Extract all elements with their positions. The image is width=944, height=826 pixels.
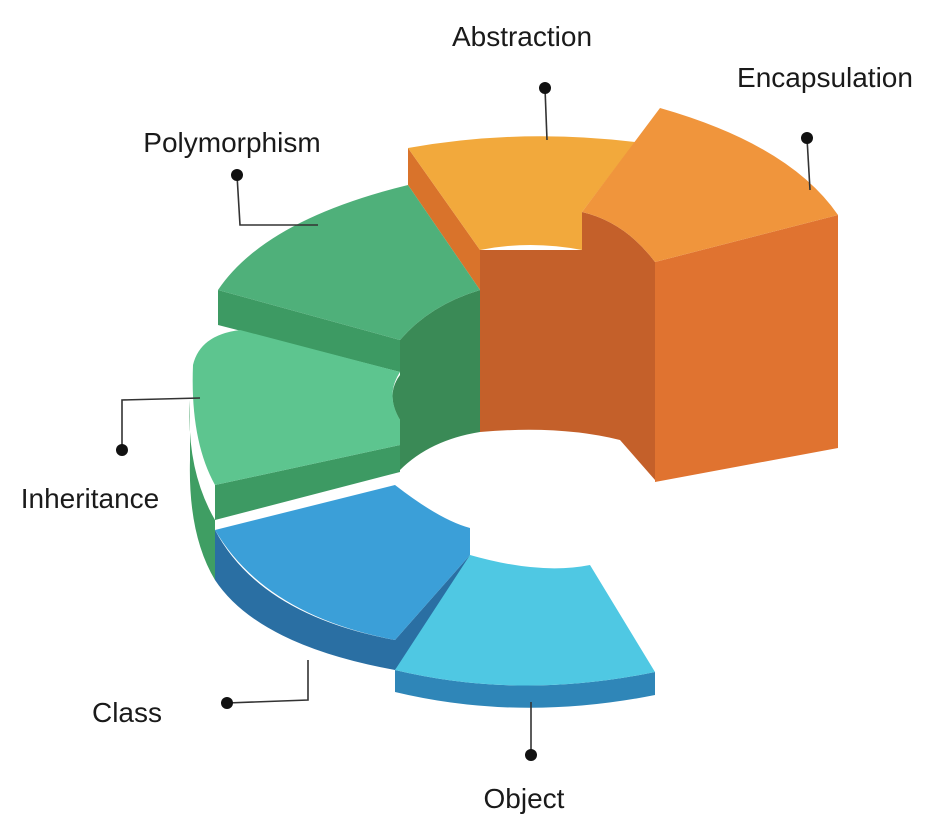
class-outer-side	[215, 530, 395, 670]
inheritance-outer-side	[189, 400, 215, 580]
inheritance-top	[192, 330, 400, 485]
orange-inner-wall	[480, 212, 655, 480]
class-dot	[221, 697, 233, 709]
inheritance-front-side	[215, 445, 400, 520]
encapsulation-top	[582, 108, 838, 262]
object-outer-side	[395, 670, 655, 708]
green-inner-wall	[392, 290, 480, 470]
inheritance-label: Inheritance	[21, 483, 160, 514]
encapsulation-label: Encapsulation	[737, 62, 913, 93]
polymorphism-top	[218, 185, 480, 340]
polymorphism-dot	[231, 169, 243, 181]
object-dot	[525, 749, 537, 761]
object-label: Object	[484, 783, 565, 814]
top-faces	[192, 108, 838, 686]
abstraction-left-side	[408, 148, 480, 290]
abstraction-leader	[544, 87, 548, 141]
class-top	[215, 485, 470, 640]
inheritance-leader	[121, 397, 201, 450]
polymorphism-outer-side	[218, 290, 400, 372]
abstraction-label: Abstraction	[452, 21, 592, 52]
polymorphism-label: Polymorphism	[143, 127, 320, 158]
labels: Abstraction Encapsulation Polymorphism I…	[21, 21, 913, 814]
inheritance-dot	[116, 444, 128, 456]
class-label: Class	[92, 697, 162, 728]
encapsulation-dot	[801, 132, 813, 144]
class-leader	[226, 660, 309, 704]
abstraction-top	[408, 136, 635, 250]
extrusion-faces	[189, 148, 838, 708]
polymorphism-leader	[236, 174, 318, 226]
leader-lines	[116, 82, 813, 761]
encapsulation-leader	[806, 137, 811, 191]
encapsulation-outer-side	[655, 215, 838, 482]
abstraction-dot	[539, 82, 551, 94]
object-top	[395, 555, 655, 686]
